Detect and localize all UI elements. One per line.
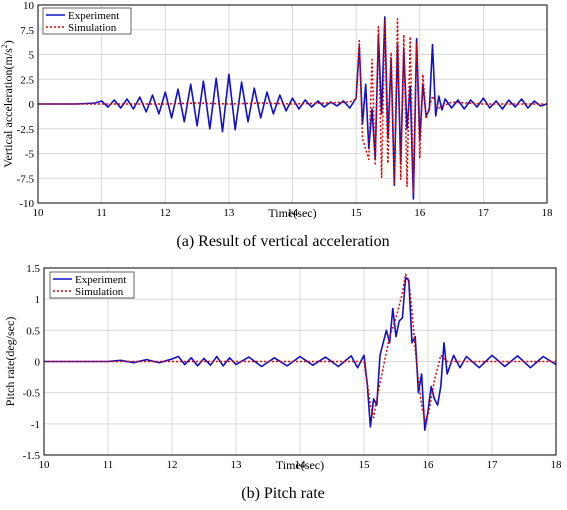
x-tick-label: 17 — [487, 459, 499, 471]
x-tick-label: 14 — [287, 207, 299, 219]
legend-box — [42, 7, 132, 35]
x-tick-label: 16 — [414, 207, 426, 219]
series-line-simulation — [38, 18, 547, 194]
x-axis-label: Time(sec) — [276, 458, 324, 472]
y-tick-label: 2.5 — [20, 74, 34, 86]
series-line-experiment — [44, 276, 557, 431]
legend: Experiment Simulation — [49, 271, 135, 299]
x-tick-label: 12 — [160, 207, 171, 219]
y-tick-label: 0.5 — [26, 325, 40, 337]
x-tick-label: 16 — [423, 459, 435, 471]
x-axis-label: Time(sec) — [268, 206, 316, 220]
y-tick-label: 0 — [35, 357, 41, 369]
x-tick-label: 13 — [223, 207, 235, 219]
y-axis-label-main: Vertical acceleration(m/s — [1, 48, 15, 168]
y-tick-label: 7.5 — [20, 25, 34, 37]
x-tick-label: 15 — [351, 207, 363, 219]
x-tick-label: 18 — [551, 459, 563, 471]
legend-label-simulation: Simulation — [75, 286, 124, 298]
caption: (b) Pitch rate — [241, 485, 325, 502]
legend-label-simulation: Simulation — [68, 22, 117, 34]
y-tick-label: -0.5 — [23, 388, 41, 400]
y-tick-labels: -10 -7.5 -5 -2.5 0 2.5 5 7.5 10 — [17, 0, 35, 210]
x-tick-labels: 10 11 12 13 14 15 16 17 18 — [33, 207, 554, 219]
chart-pitch-rate: 10 11 12 13 14 15 16 17 18 -1.5 -1 -0.5 0 0.5 1 1.5 Ti… — [3, 263, 562, 502]
y-tick-label: 5 — [29, 50, 35, 62]
y-tick-labels: -1.5 -1 -0.5 0 0.5 1 1.5 — [23, 263, 41, 462]
legend-label-experiment: Experiment — [75, 274, 126, 286]
series-lines — [44, 273, 557, 431]
y-tick-label: -5 — [25, 149, 35, 161]
x-tick-label: 11 — [96, 207, 107, 219]
x-tick-label: 10 — [33, 207, 45, 219]
y-tick-label: -10 — [19, 198, 34, 210]
chart-vertical-acceleration: 10 11 12 13 14 15 16 17 18 -10 -7.5 -5 -2.5 0 2.5 5 7.5… — [0, 0, 553, 250]
y-tick-label: -2.5 — [17, 124, 35, 136]
y-axis-label: Pitch rate(deg/sec) — [3, 317, 17, 407]
legend-box — [49, 271, 135, 299]
y-tick-label: 1 — [35, 294, 41, 306]
y-tick-label: -1.5 — [23, 450, 41, 462]
x-tick-label: 11 — [103, 459, 114, 471]
y-tick-label: -1 — [31, 419, 40, 431]
y-tick-label: 0 — [29, 99, 35, 111]
x-tick-label: 18 — [542, 207, 554, 219]
y-tick-label: 10 — [23, 0, 35, 12]
caption: (a) Result of vertical acceleration — [176, 233, 389, 250]
x-tick-labels: 10 11 12 13 14 15 16 17 18 — [39, 459, 563, 471]
series-line-experiment — [38, 16, 548, 200]
x-tick-label: 12 — [167, 459, 178, 471]
y-axis-label: Vertical acceleration(m/s2) — [0, 40, 15, 168]
x-tick-label: 17 — [478, 207, 490, 219]
x-tick-label: 13 — [231, 459, 243, 471]
x-tick-label: 15 — [359, 459, 371, 471]
y-tick-label: 1.5 — [26, 263, 40, 275]
legend-label-experiment: Experiment — [68, 10, 119, 22]
y-tick-label: -7.5 — [17, 173, 35, 185]
y-axis-label-superscript: 2 — [0, 44, 9, 48]
series-line-simulation — [44, 273, 556, 422]
plot-frame — [37, 4, 548, 204]
y-axis-label-main: Pitch rate(deg/sec) — [3, 317, 17, 407]
plot-frame — [43, 267, 557, 456]
x-tick-label: 14 — [295, 459, 307, 471]
y-axis-label-close: ) — [1, 40, 15, 44]
x-tick-label: 10 — [39, 459, 51, 471]
series-lines — [38, 16, 548, 200]
legend: Experiment Simulation — [42, 7, 132, 35]
